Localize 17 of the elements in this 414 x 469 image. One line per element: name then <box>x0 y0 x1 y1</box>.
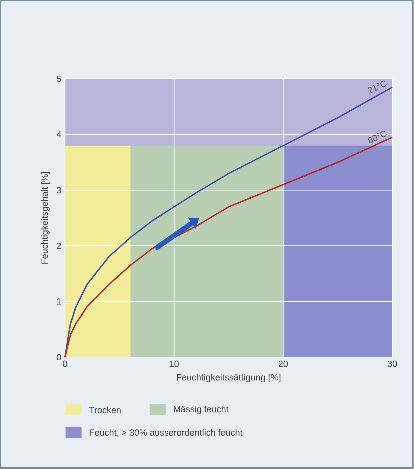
y-tick-label: 2 <box>57 242 62 250</box>
x-tick-label: 0 <box>63 360 68 368</box>
y-tick-label: 4 <box>56 132 62 138</box>
x-tick-label: 10 <box>170 360 180 368</box>
legend-label: Trocken <box>90 406 121 414</box>
y-tick-label: 5 <box>57 76 62 82</box>
y-tick-label: 0 <box>57 354 62 361</box>
legend-label: Feucht, > 30% ausserordentlich feucht <box>90 429 243 438</box>
x-axis-title: Feuchtigkeitssättigung [%] <box>177 374 281 382</box>
text: 21°C <box>368 80 387 94</box>
x-tick-label: 30 <box>388 360 398 368</box>
x-tick-label: 20 <box>278 360 288 368</box>
y-axis-title: Feuchtigkeitsgehalt [%] <box>42 172 50 264</box>
y-tick-label: 1 <box>57 298 62 305</box>
text: 80°C <box>368 130 387 144</box>
y-tick-label: 3 <box>57 187 62 194</box>
legend-label: Mässig feucht <box>174 406 229 414</box>
